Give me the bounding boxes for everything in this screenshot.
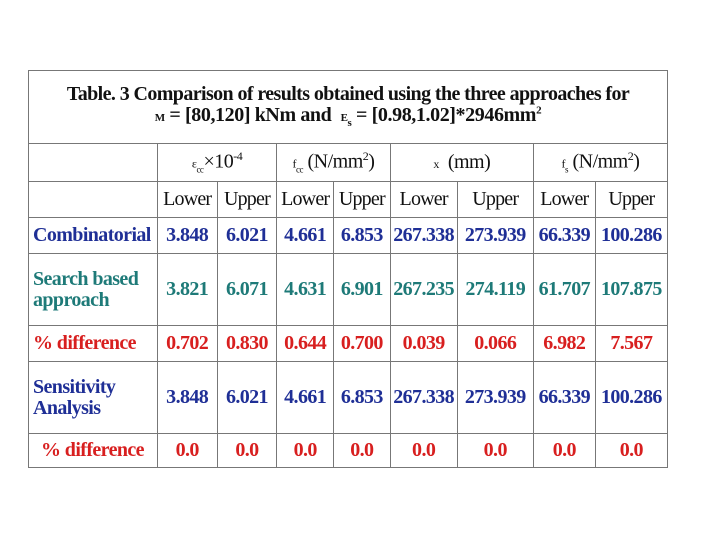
- bound-header: Upper: [333, 181, 391, 218]
- table-cell: 61.707: [532, 253, 596, 326]
- bound-blank-cell: [28, 181, 158, 218]
- table-cell: 6.021: [216, 217, 278, 254]
- bound-header: Lower: [156, 181, 218, 218]
- results-table-container: Table. 3 Comparison of results obtained …: [28, 70, 669, 468]
- row-label: % difference: [28, 325, 158, 362]
- table-row-difference-sensitivity: % difference 0.0 0.0 0.0 0.0 0.0 0.0 0.0…: [28, 433, 669, 468]
- table-cell: 4.631: [276, 253, 334, 326]
- table-cell: 0.0: [389, 433, 458, 468]
- table-cell: 0.0: [594, 433, 669, 468]
- table-cell: 6.901: [333, 253, 391, 326]
- bound-header: Upper: [456, 181, 534, 218]
- table-cell: 6.853: [333, 361, 391, 434]
- row-label: % difference: [28, 433, 158, 468]
- table-row-sensitivity: Sensitivity Analysis 3.848 6.021 4.661 6.…: [28, 361, 669, 434]
- bound-header: Lower: [276, 181, 334, 218]
- table-cell: 66.339: [532, 361, 596, 434]
- table-cell: 0.066: [456, 325, 534, 362]
- table-cell: 0.0: [216, 433, 278, 468]
- table-cell: 4.661: [276, 361, 334, 434]
- table-cell: 0.830: [216, 325, 278, 362]
- table-cell: 0.0: [333, 433, 391, 468]
- table-cell: 267.338: [389, 217, 458, 254]
- table-cell: 3.848: [156, 217, 218, 254]
- table-cell: 107.875: [594, 253, 669, 326]
- table-cell: 4.661: [276, 217, 334, 254]
- table-cell: 267.235: [389, 253, 458, 326]
- row-label: Combinatorial: [28, 217, 158, 254]
- table-cell: 0.644: [276, 325, 334, 362]
- table-cell: 273.939: [456, 361, 534, 434]
- table-cell: 3.848: [156, 361, 218, 434]
- table-cell: 0.702: [156, 325, 218, 362]
- header-concrete-stress: fcc (N/mm2): [276, 143, 391, 182]
- table-cell: 274.119: [456, 253, 534, 326]
- bound-header: Lower: [532, 181, 596, 218]
- table-cell: 6.853: [333, 217, 391, 254]
- row-label: Sensitivity Analysis: [28, 361, 158, 434]
- comparison-table: Table. 3 Comparison of results obtained …: [28, 70, 669, 468]
- table-row-combinatorial: Combinatorial 3.848 6.021 4.661 6.853 26…: [28, 217, 669, 254]
- table-cell: 0.039: [389, 325, 458, 362]
- table-cell: 0.0: [276, 433, 334, 468]
- table-title: Table. 3 Comparison of results obtained …: [28, 70, 668, 144]
- row-label: Search based approach: [28, 253, 158, 326]
- table-cell: 66.339: [532, 217, 596, 254]
- table-cell: 0.0: [456, 433, 534, 468]
- table-cell: 6.071: [216, 253, 278, 326]
- table-cell: 100.286: [594, 217, 669, 254]
- table-cell: 100.286: [594, 361, 669, 434]
- table-cell: 273.939: [456, 217, 534, 254]
- header-steel-stress: fs (N/mm2): [532, 143, 669, 182]
- table-cell: 6.982: [532, 325, 596, 362]
- title-line-2: M = [80,120] kNm and Es = [0.98,1.02]*29…: [154, 104, 542, 130]
- title-line-1: Table. 3 Comparison of results obtained …: [66, 83, 630, 106]
- header-neutral-axis: x (mm): [389, 143, 534, 182]
- table-cell: 6.021: [216, 361, 278, 434]
- table-cell: 3.821: [156, 253, 218, 326]
- bound-header: Upper: [216, 181, 278, 218]
- bound-header: Upper: [594, 181, 669, 218]
- table-cell: 7.567: [594, 325, 669, 362]
- table-cell: 0.0: [532, 433, 596, 468]
- header-strain: εcc×10-4: [156, 143, 278, 182]
- table-cell: 0.700: [333, 325, 391, 362]
- bound-header: Lower: [389, 181, 458, 218]
- table-cell: 0.0: [156, 433, 218, 468]
- table-row-difference-search: % difference 0.702 0.830 0.644 0.700 0.0…: [28, 325, 669, 362]
- header-blank-cell: [28, 143, 158, 182]
- table-row-search-based: Search based approach 3.821 6.071 4.631 6…: [28, 253, 669, 326]
- table-cell: 267.338: [389, 361, 458, 434]
